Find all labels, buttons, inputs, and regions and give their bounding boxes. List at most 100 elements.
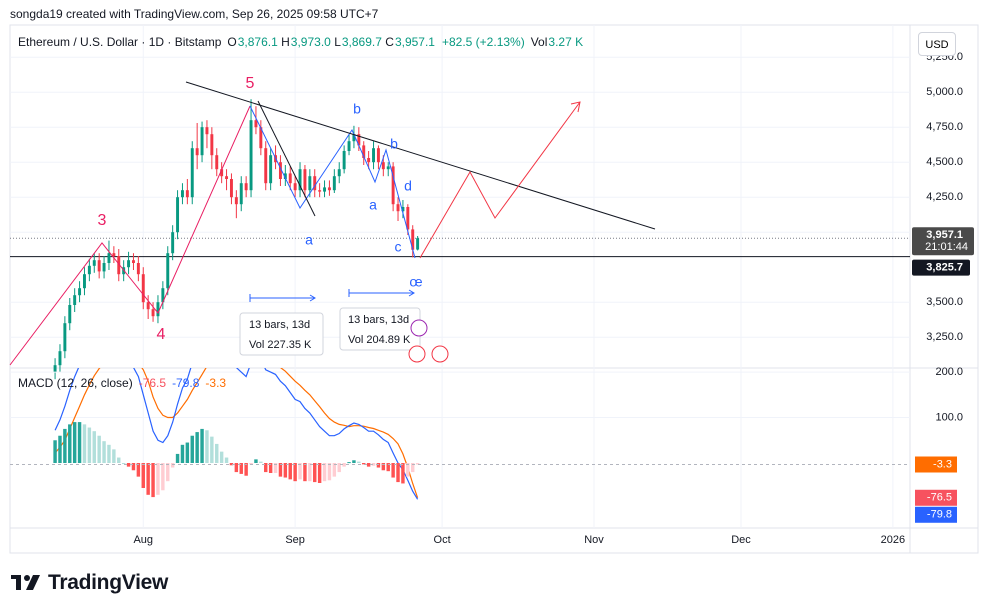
histogram-bar xyxy=(337,463,341,473)
candle-body xyxy=(278,162,282,179)
macd-value: -76.5 xyxy=(138,376,167,390)
histogram-bar xyxy=(224,457,229,463)
axis-value-box xyxy=(915,489,957,506)
measure-box xyxy=(239,312,324,356)
candle-body xyxy=(82,274,86,289)
candle-body xyxy=(332,176,336,191)
event-icon[interactable] xyxy=(431,345,449,363)
histogram-bar xyxy=(210,436,214,463)
histogram-bar xyxy=(185,442,190,463)
wave-label: b xyxy=(353,101,361,117)
axis-value-label: -79.8 xyxy=(927,509,952,521)
legend: Ethereum / U.S. Dollar · 1D · Bitstamp O… xyxy=(18,35,583,49)
wave-label: 5 xyxy=(246,75,255,92)
wave-label: 3 xyxy=(98,212,107,229)
candle-body xyxy=(190,148,194,198)
histogram-bar xyxy=(342,463,346,467)
candle-body xyxy=(127,260,131,268)
candle-body xyxy=(146,302,150,310)
histogram-bar xyxy=(244,463,248,476)
ohlc-key: O xyxy=(227,35,237,49)
trend-line xyxy=(257,100,316,217)
wave-label: b xyxy=(390,136,398,152)
histogram-bar xyxy=(298,463,302,480)
axis-value-label: -3.3 xyxy=(933,458,952,470)
histogram-bar xyxy=(53,440,57,463)
axis-value-box xyxy=(915,456,957,473)
event-icon[interactable] xyxy=(410,319,428,337)
wave-label: a xyxy=(305,232,313,248)
histogram-bar xyxy=(102,441,106,463)
currency-button[interactable]: USD xyxy=(918,32,956,56)
candle-body xyxy=(401,207,405,212)
candle-body xyxy=(288,173,292,184)
candle-body xyxy=(386,166,390,170)
histogram-bar xyxy=(161,463,165,491)
histogram-bar xyxy=(146,463,150,495)
credit: songda19 created with TradingView.com, S… xyxy=(10,7,379,21)
candle-body xyxy=(391,166,395,205)
histogram-bar xyxy=(200,428,204,463)
ohlc-key: C xyxy=(385,35,394,49)
histogram-bar xyxy=(411,463,415,473)
candle-body xyxy=(205,127,209,135)
change: +82.5 (+2.13%) xyxy=(441,35,525,49)
histogram-bar xyxy=(215,443,219,463)
histogram-bar xyxy=(219,451,224,463)
candle-body xyxy=(87,265,91,275)
histogram-bar xyxy=(107,444,111,463)
histogram-bar xyxy=(180,444,185,463)
candle-body xyxy=(239,183,243,205)
histogram-bar xyxy=(72,422,77,463)
logo-part xyxy=(26,575,40,590)
histogram-bar xyxy=(396,463,400,483)
macd-line xyxy=(54,368,419,498)
event-icon[interactable] xyxy=(408,345,426,363)
histogram-bar xyxy=(401,463,405,484)
wave-label: a xyxy=(369,197,377,213)
projection-line xyxy=(419,101,581,259)
candle-body xyxy=(220,169,224,177)
histogram-bar xyxy=(283,463,288,478)
histogram-bar xyxy=(313,463,317,483)
candle-body xyxy=(215,155,219,170)
x-tick-label: Oct xyxy=(434,534,451,546)
histogram-bar xyxy=(166,463,170,482)
axis-value-label: -76.5 xyxy=(927,492,952,504)
brand: TradingView xyxy=(48,571,169,594)
symbol: Ethereum / U.S. Dollar · 1D · Bitstamp xyxy=(18,35,222,49)
histogram-bar xyxy=(317,463,322,483)
histogram-bar xyxy=(136,463,141,477)
histogram-bar xyxy=(126,463,131,467)
candle-body xyxy=(323,187,327,192)
histogram-bar xyxy=(303,463,307,482)
histogram-bar xyxy=(156,463,160,495)
y-tick-label: 3,500.0 xyxy=(926,296,963,308)
macd-legend: MACD (12, 26, close) -76.5 -79.8 -3.3 xyxy=(18,376,226,390)
candle-body xyxy=(180,190,184,198)
x-tick-label: Aug xyxy=(133,534,153,546)
candle-body xyxy=(308,176,312,191)
candle-body xyxy=(293,183,297,191)
measure-arrow xyxy=(408,289,415,297)
candle-body xyxy=(78,288,82,296)
wave-label: œ xyxy=(409,274,422,290)
candle-body xyxy=(357,134,361,146)
candle-body xyxy=(171,232,175,254)
macd-title: MACD (12, 26, close) xyxy=(18,376,133,390)
candle-body xyxy=(337,169,341,177)
candle-body xyxy=(244,183,248,191)
candle-body xyxy=(73,295,77,305)
logo-part xyxy=(24,575,30,581)
histogram-bar xyxy=(308,463,312,482)
candle-body xyxy=(376,148,380,163)
histogram-bar xyxy=(87,427,92,463)
candle-body xyxy=(200,127,204,156)
macd-value: -79.8 xyxy=(172,376,200,390)
histogram-bar xyxy=(288,463,292,480)
histogram-bar xyxy=(239,463,243,474)
histogram-bar xyxy=(278,463,283,477)
histogram-bar xyxy=(352,460,356,463)
candle-body xyxy=(249,120,253,191)
